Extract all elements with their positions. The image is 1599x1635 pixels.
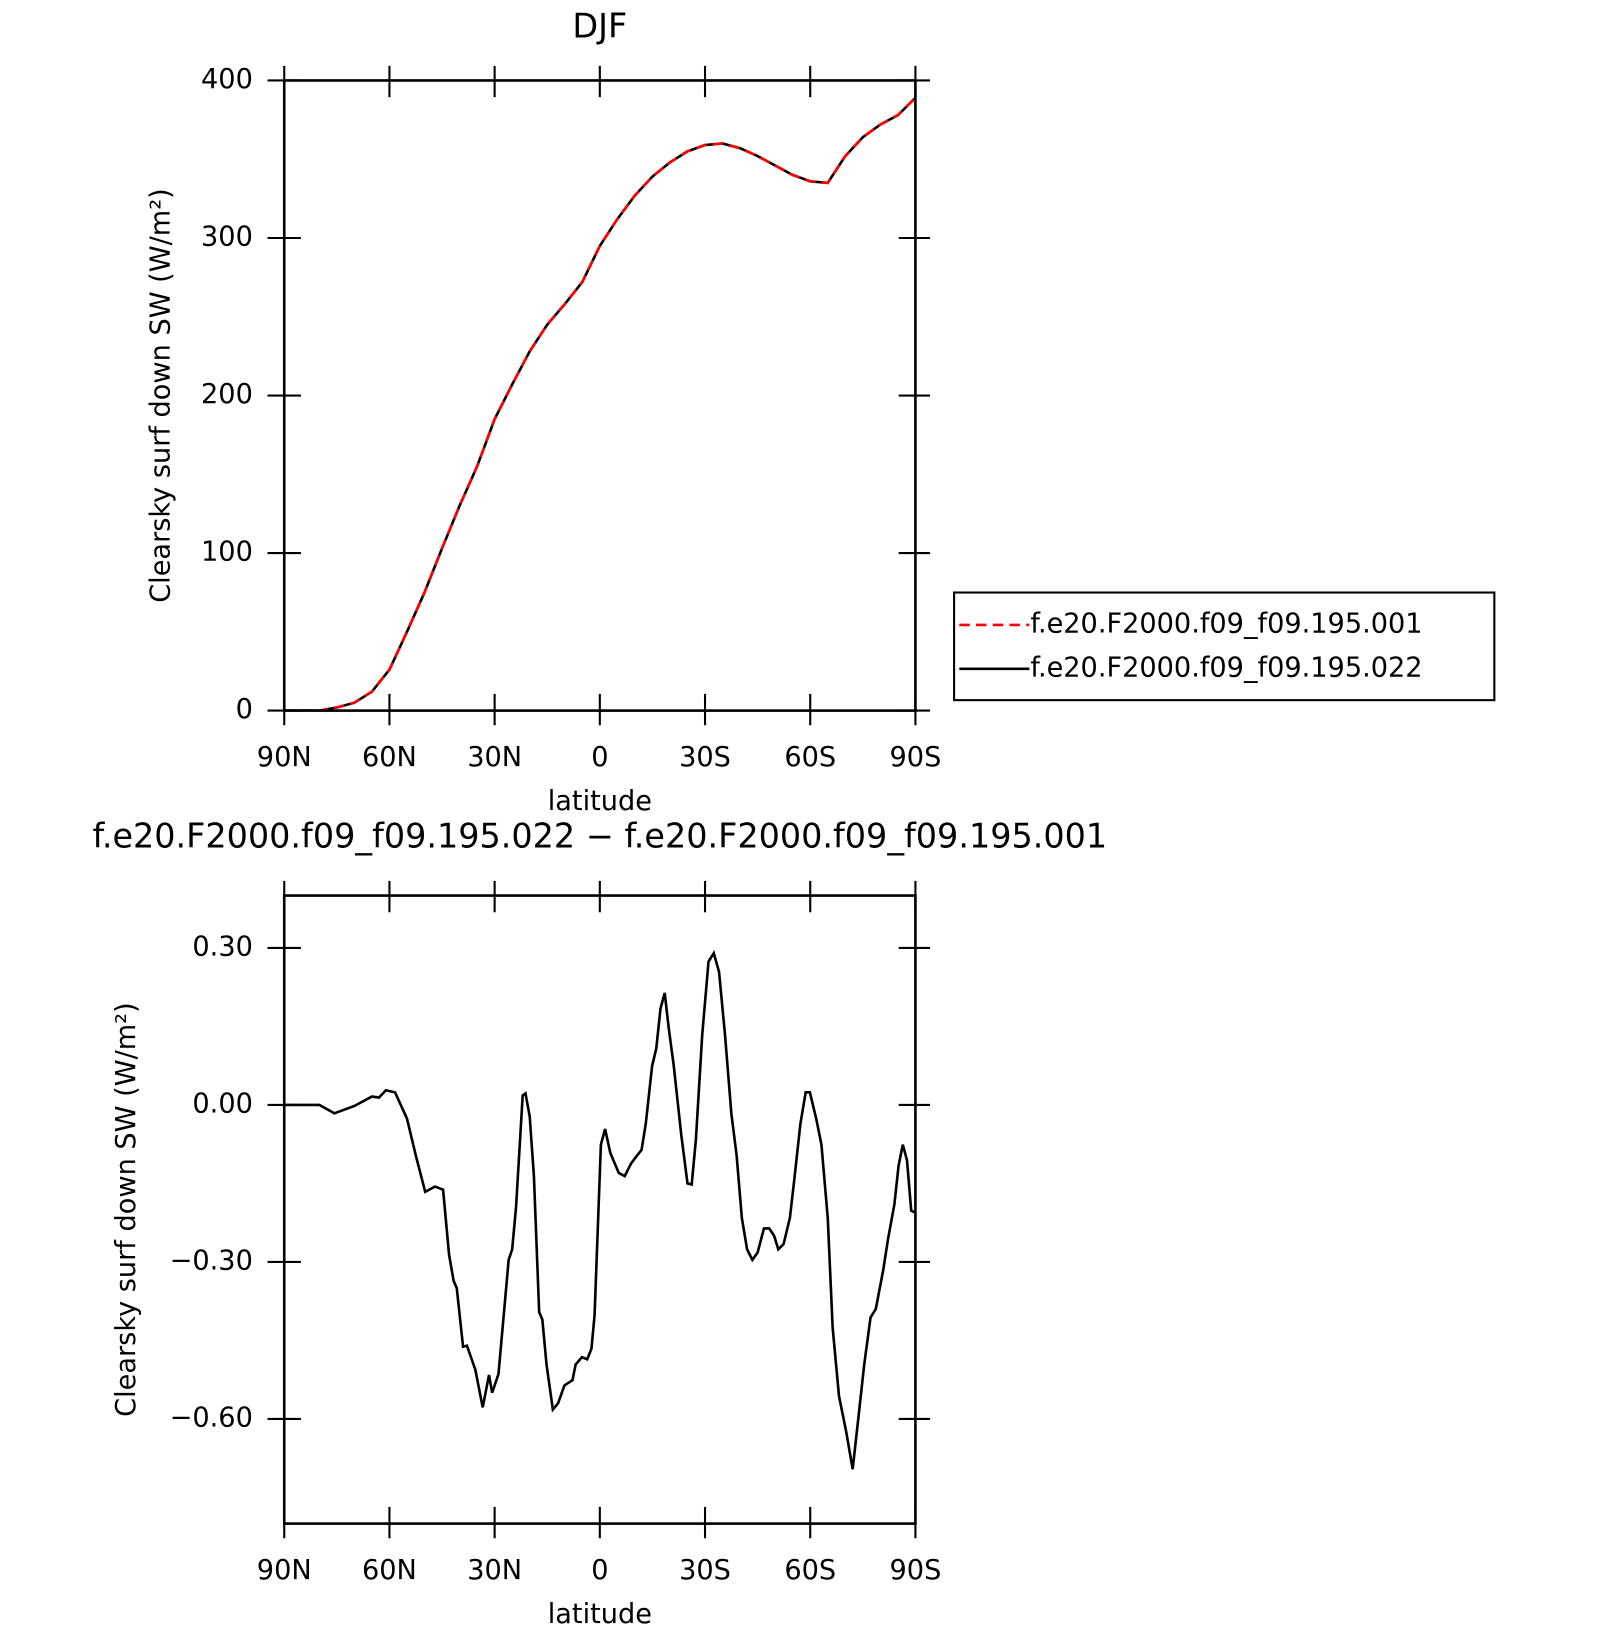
x-axis-label: latitude — [548, 1599, 652, 1630]
x-tick-label: 60S — [784, 742, 836, 773]
data-line — [284, 949, 916, 1470]
y-tick-label: 100 — [201, 537, 253, 568]
data-line — [284, 96, 916, 711]
y-tick-label: 0.00 — [192, 1088, 252, 1119]
y-tick-label: 200 — [201, 379, 253, 410]
legend-label: f.e20.F2000.f09_f09.195.022 — [1030, 652, 1422, 683]
x-tick-label: 60N — [362, 1555, 417, 1586]
legend-box — [953, 591, 1496, 702]
x-tick-label: 90S — [890, 1555, 942, 1586]
x-tick-label: 60S — [784, 1555, 836, 1586]
x-tick-label: 90S — [890, 742, 942, 773]
plot-frame — [282, 79, 917, 712]
plot-frame — [282, 894, 917, 1525]
y-tick-label: 0.30 — [192, 931, 252, 962]
y-tick-label: −0.30 — [170, 1245, 253, 1276]
y-tick-label: 0 — [236, 694, 253, 725]
x-axis-label: latitude — [548, 786, 652, 817]
x-tick-label: 0 — [591, 742, 608, 773]
plot-area: DJF latitude Clearsky surf down SW (W/m²) 0… — [92, 7, 1496, 1630]
x-tick-label: 0 — [591, 1555, 608, 1586]
data-line — [284, 96, 916, 711]
chart-title: f.e20.F2000.f09_f09.195.022 − f.e20.F200… — [92, 817, 1107, 856]
x-tick-label: 30S — [679, 1555, 731, 1586]
x-tick-label: 30S — [679, 742, 731, 773]
y-tick-label: 300 — [201, 221, 253, 252]
y-axis-label: Clearsky surf down SW (W/m²) — [145, 188, 176, 603]
x-tick-label: 30N — [467, 1555, 522, 1586]
chart-title: DJF — [572, 7, 627, 46]
y-tick-label: 400 — [201, 64, 253, 95]
x-tick-label: 90N — [257, 1555, 312, 1586]
y-axis-label: Clearsky surf down SW (W/m²) — [111, 1002, 142, 1417]
y-tick-label: −0.60 — [170, 1402, 253, 1433]
legend-label: f.e20.F2000.f09_f09.195.001 — [1030, 608, 1422, 639]
x-tick-label: 60N — [362, 742, 417, 773]
x-tick-label: 90N — [257, 742, 312, 773]
x-tick-label: 30N — [467, 742, 522, 773]
